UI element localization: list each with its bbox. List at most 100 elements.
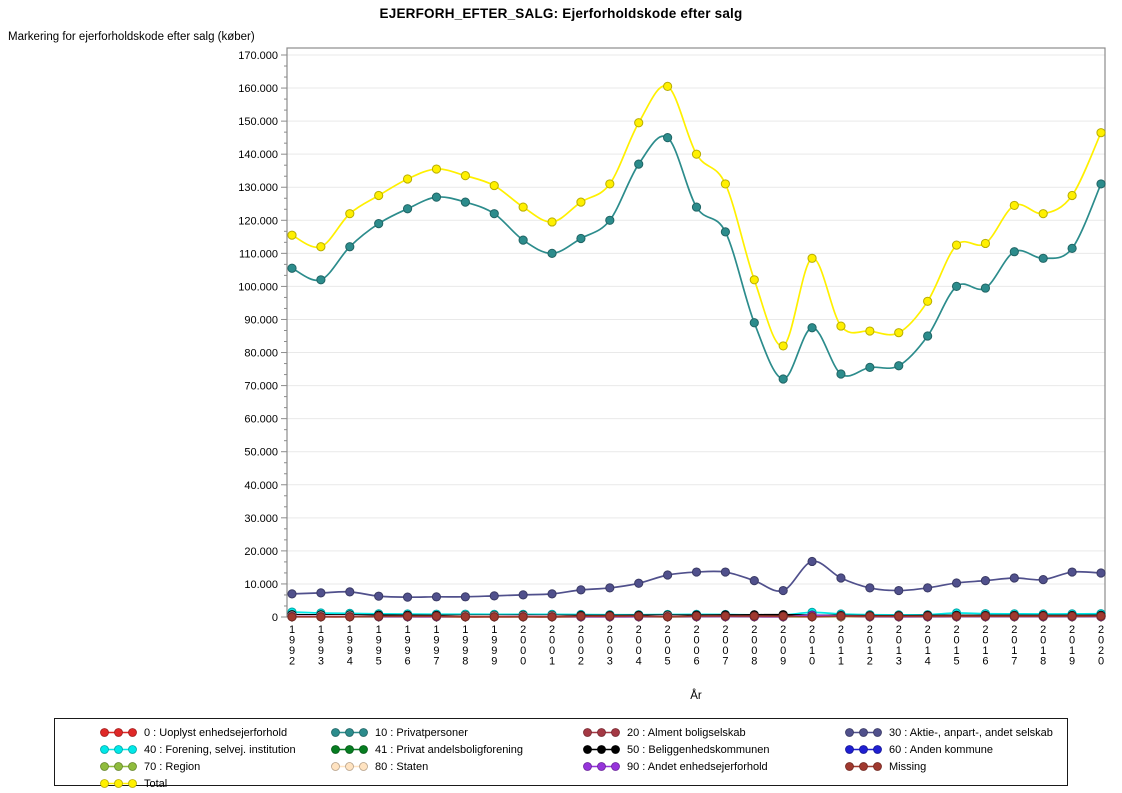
data-point-s10: [316, 275, 326, 285]
legend-item-s70: 70 : Region: [100, 758, 331, 775]
data-point-sTotal: [778, 341, 788, 351]
y-axis-label: Markering for ejerforholdskode efter sal…: [8, 31, 255, 43]
legend-marker-s60: [845, 745, 882, 754]
legend-item-s10: 10 : Privatpersoner: [331, 724, 583, 741]
legend-item-s60: 60 : Anden kommune: [845, 741, 1067, 758]
data-point-s30: [720, 567, 730, 577]
data-point-s10: [374, 219, 384, 229]
legend-marker-s80: [331, 762, 368, 771]
legend-marker-s90: [583, 762, 620, 771]
legend-marker-s70: [100, 762, 137, 771]
data-point-sMissing: [663, 612, 673, 622]
data-point-s30: [778, 585, 788, 596]
data-point-s30: [1009, 573, 1019, 583]
data-point-sMissing: [923, 611, 933, 621]
y-tick-label: 60.000: [244, 414, 278, 426]
data-point-sMissing: [865, 611, 875, 621]
y-tick-label: 110.000: [239, 248, 278, 260]
data-point-s10: [1096, 179, 1106, 189]
legend-item-s80: 80 : Staten: [331, 758, 583, 775]
data-point-sMissing: [1067, 611, 1077, 621]
data-point-s30: [460, 592, 470, 602]
data-point-s30: [1096, 568, 1106, 578]
chart-canvas: 0 10.000 20.000 30.000 40.000 50.000 60.000 70.…: [238, 47, 1106, 702]
legend-label: 40 : Forening, selvej. institution: [144, 743, 296, 756]
legend-item-s30: 30 : Aktie-, anpart-, andet selskab: [845, 724, 1067, 741]
y-tick-label: 50.000: [244, 447, 278, 459]
y-tick-label: 160.000: [238, 83, 278, 95]
data-point-sMissing: [1096, 611, 1106, 621]
data-point-sTotal: [1009, 200, 1019, 211]
legend-label: 50 : Beliggenhedskommunen: [627, 743, 770, 756]
data-point-sMissing: [951, 611, 962, 621]
legend-label: 41 : Privat andelsboligforening: [375, 743, 523, 756]
data-point-s30: [287, 589, 297, 599]
data-point-sTotal: [923, 296, 933, 306]
data-point-sMissing: [749, 611, 759, 621]
data-point-sTotal: [1096, 128, 1106, 138]
data-point-sMissing: [807, 612, 817, 622]
data-point-sTotal: [1038, 209, 1048, 219]
data-point-sMissing: [836, 611, 846, 621]
legend-item-s41: 41 : Privat andelsboligforening: [331, 741, 583, 758]
series-line-s10: [291, 135, 1102, 380]
x-axis-label: År: [690, 689, 702, 702]
y-tick-label: 0: [272, 612, 278, 624]
data-point-s30: [836, 573, 846, 583]
data-point-s30: [402, 592, 413, 602]
data-point-sMissing: [1009, 611, 1019, 621]
data-point-s10: [749, 318, 759, 328]
data-point-s10: [865, 362, 875, 373]
legend-item-s40: 40 : Forening, selvej. institution: [100, 741, 331, 758]
data-point-sTotal: [865, 326, 875, 336]
data-point-s30: [663, 570, 673, 580]
data-point-sMissing: [720, 611, 730, 621]
data-point-sTotal: [345, 209, 355, 219]
data-point-sTotal: [951, 240, 962, 250]
y-tick-label: 120.000: [238, 215, 278, 227]
data-point-s10: [1067, 243, 1077, 253]
data-point-s10: [518, 235, 528, 245]
y-tick-label: 70.000: [244, 381, 278, 393]
data-point-sMissing: [287, 612, 297, 622]
legend-item-s50: 50 : Beliggenhedskommunen: [583, 741, 845, 758]
y-tick-label: 170.000: [238, 50, 278, 62]
data-point-sTotal: [749, 275, 759, 285]
legend-label: 30 : Aktie-, anpart-, andet selskab: [889, 726, 1053, 739]
data-point-s10: [720, 227, 730, 237]
y-tick-label: 150.000: [238, 116, 278, 128]
data-point-s10: [345, 242, 355, 252]
legend-marker-s50: [583, 745, 620, 754]
data-point-sMissing: [634, 611, 644, 621]
data-point-s10: [287, 263, 297, 273]
y-tick-label: 40.000: [244, 480, 278, 492]
legend-marker-s10: [331, 728, 368, 737]
data-point-s30: [518, 590, 528, 600]
data-point-sTotal: [547, 217, 557, 227]
data-point-sTotal: [605, 179, 615, 189]
data-point-s30: [980, 576, 991, 586]
data-point-s30: [1038, 575, 1048, 585]
data-point-sTotal: [807, 253, 817, 263]
legend-item-sMissing: Missing: [845, 758, 1067, 775]
data-point-sTotal: [576, 197, 586, 207]
data-point-sMissing: [431, 611, 442, 621]
